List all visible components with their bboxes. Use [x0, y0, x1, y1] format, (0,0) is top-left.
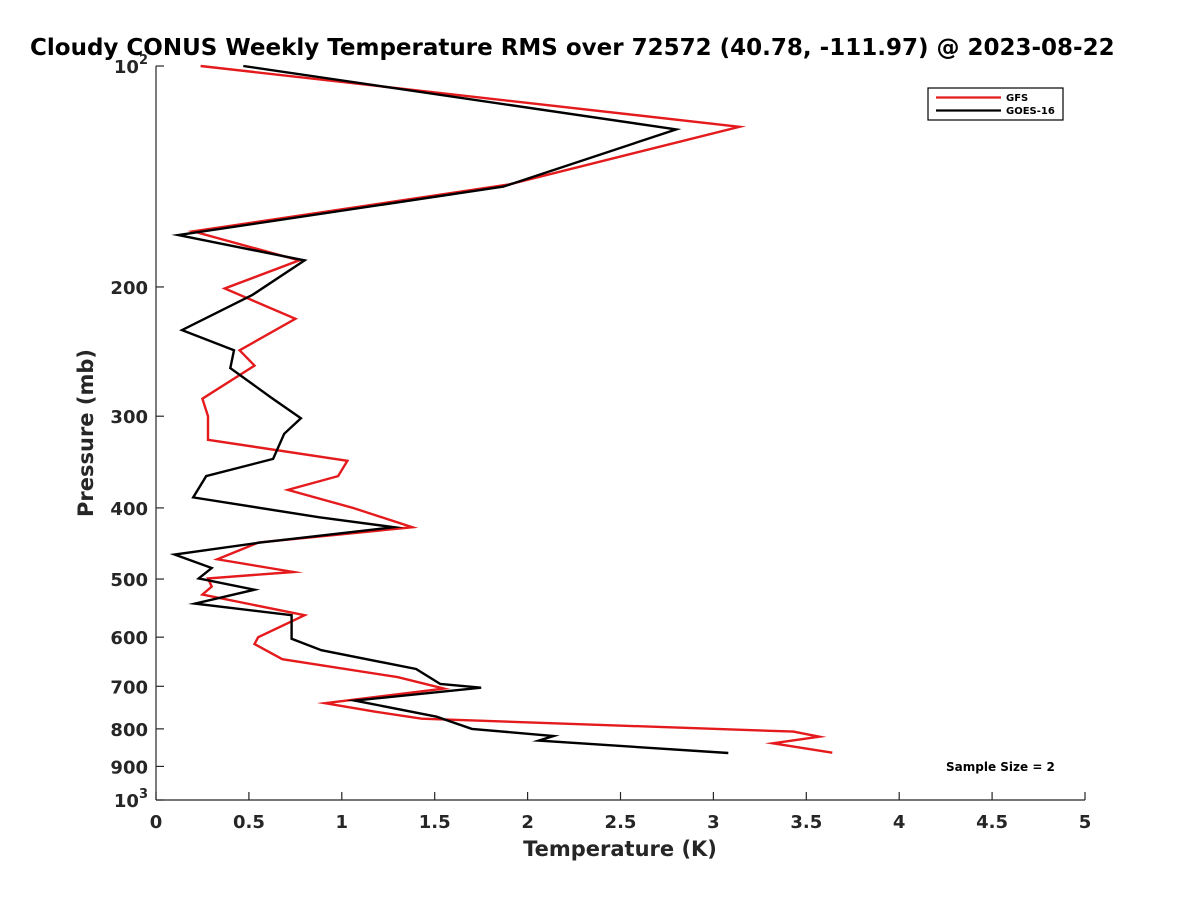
x-tick-label: 0	[150, 812, 163, 833]
legend-label-goes16: GOES-16	[1006, 106, 1055, 117]
y-tick-label-exponent: 2	[139, 53, 148, 68]
x-tick-label: 4.5	[976, 812, 1008, 833]
x-ticks: 0 0.5 1 1.5 2 2.5 3 3.5 4 4.5 5	[150, 792, 1092, 833]
y-tick-label-base: 600	[110, 628, 148, 649]
y-tick-label: 500	[110, 570, 148, 591]
plot-background	[156, 66, 1085, 800]
y-tick-label: 103	[114, 787, 148, 812]
legend-box	[927, 87, 1064, 121]
series-line-gfs	[187, 64, 833, 754]
y-axis-label: Pressure (mb)	[74, 349, 98, 517]
y-tick-label: 900	[110, 757, 148, 778]
sample-size-annotation: Sample Size = 2	[946, 760, 1055, 774]
series-layer	[169, 64, 833, 755]
x-tick-label: 0.5	[233, 812, 265, 833]
x-axis-label: Temperature (K)	[523, 837, 717, 861]
y-tick-label-base: 10	[114, 791, 139, 812]
chart-title: Cloudy CONUS Weekly Temperature RMS over…	[30, 35, 1115, 61]
y-tick-label: 300	[110, 407, 148, 428]
y-tick-label-base: 200	[110, 278, 148, 299]
y-tick-label: 800	[110, 720, 148, 741]
y-tick-label: 600	[110, 628, 148, 649]
legend-label-gfs: GFS	[1006, 93, 1028, 104]
legend: GFS GOES-16	[927, 87, 1064, 121]
y-tick-label-base: 900	[110, 757, 148, 778]
y-tick-label-base: 500	[110, 570, 148, 591]
y-tick-label: 700	[110, 677, 148, 698]
x-tick-label: 1	[336, 812, 349, 833]
x-tick-label: 3	[707, 812, 720, 833]
y-tick-label: 102	[114, 53, 148, 78]
x-tick-label: 4	[893, 812, 906, 833]
y-tick-label-base: 800	[110, 720, 148, 741]
series-line-goes16	[169, 64, 729, 755]
x-tick-label: 5	[1079, 812, 1092, 833]
plot-area	[155, 66, 1085, 801]
y-tick-label-base: 700	[110, 677, 148, 698]
x-tick-label: 1.5	[419, 812, 451, 833]
y-tick-label: 200	[110, 278, 148, 299]
y-tick-label-base: 10	[114, 57, 139, 78]
y-tick-label: 400	[110, 499, 148, 520]
y-tick-label-exponent: 3	[139, 787, 148, 802]
x-tick-label: 2	[521, 812, 534, 833]
y-tick-label-base: 300	[110, 407, 148, 428]
x-tick-label: 3.5	[790, 812, 822, 833]
x-tick-label: 2.5	[605, 812, 637, 833]
y-tick-label-base: 400	[110, 499, 148, 520]
